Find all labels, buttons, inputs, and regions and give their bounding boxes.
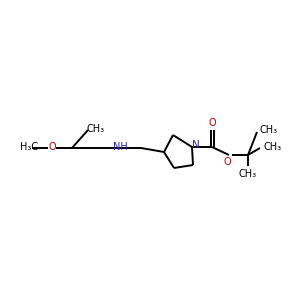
Text: CH₃: CH₃ (87, 124, 105, 134)
Text: H₃C: H₃C (20, 142, 38, 152)
Text: O: O (223, 157, 231, 167)
Text: CH₃: CH₃ (260, 125, 278, 135)
Text: O: O (208, 118, 216, 128)
Text: O: O (48, 142, 56, 152)
Text: NH: NH (112, 142, 128, 152)
Text: CH₃: CH₃ (239, 169, 257, 179)
Text: CH₃: CH₃ (264, 142, 282, 152)
Text: N: N (192, 140, 200, 150)
